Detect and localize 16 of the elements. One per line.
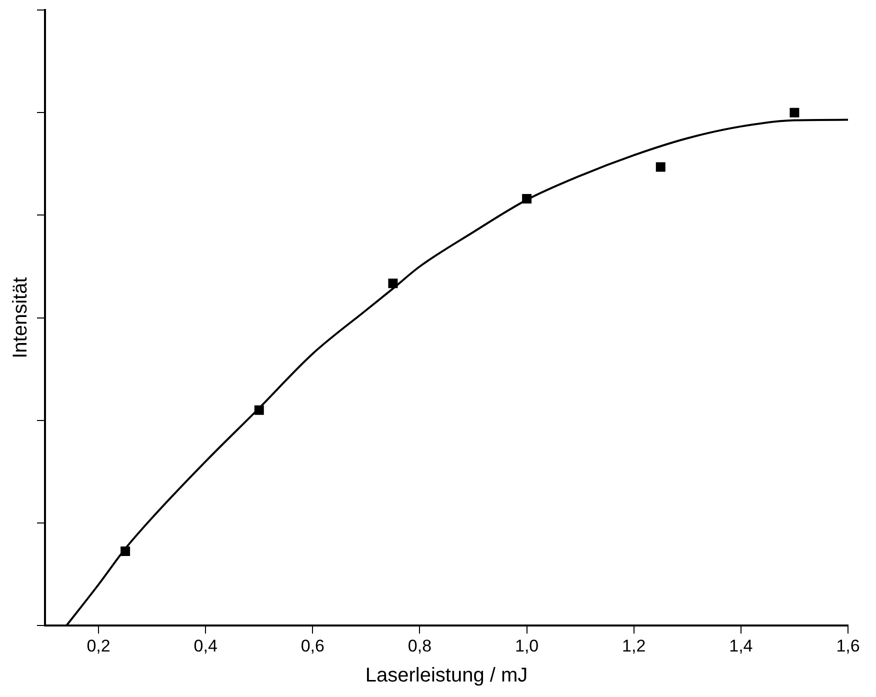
x-tick-label: 1,6 — [836, 636, 860, 656]
point — [254, 405, 264, 415]
x-tick-label: 0,8 — [408, 636, 432, 656]
point — [790, 108, 800, 118]
x-tick-label: 0,4 — [194, 636, 218, 656]
x-tick-label: 1,2 — [622, 636, 646, 656]
x-tick-label: 1,4 — [729, 636, 753, 656]
point — [656, 162, 666, 172]
x-axis-title: Laserleistung / mJ — [365, 664, 528, 687]
x-tick-label: 1,0 — [514, 636, 539, 656]
x-tick-label: 0,2 — [86, 636, 110, 656]
x-tick-label: 0,6 — [300, 636, 324, 656]
point — [522, 194, 532, 204]
point — [388, 278, 398, 288]
y-axis-title: Intensität — [10, 276, 32, 358]
point — [120, 546, 130, 556]
